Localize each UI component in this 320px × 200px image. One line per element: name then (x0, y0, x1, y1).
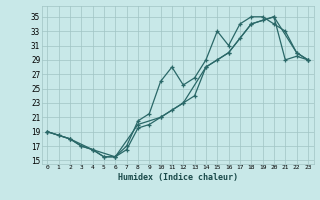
X-axis label: Humidex (Indice chaleur): Humidex (Indice chaleur) (118, 173, 237, 182)
